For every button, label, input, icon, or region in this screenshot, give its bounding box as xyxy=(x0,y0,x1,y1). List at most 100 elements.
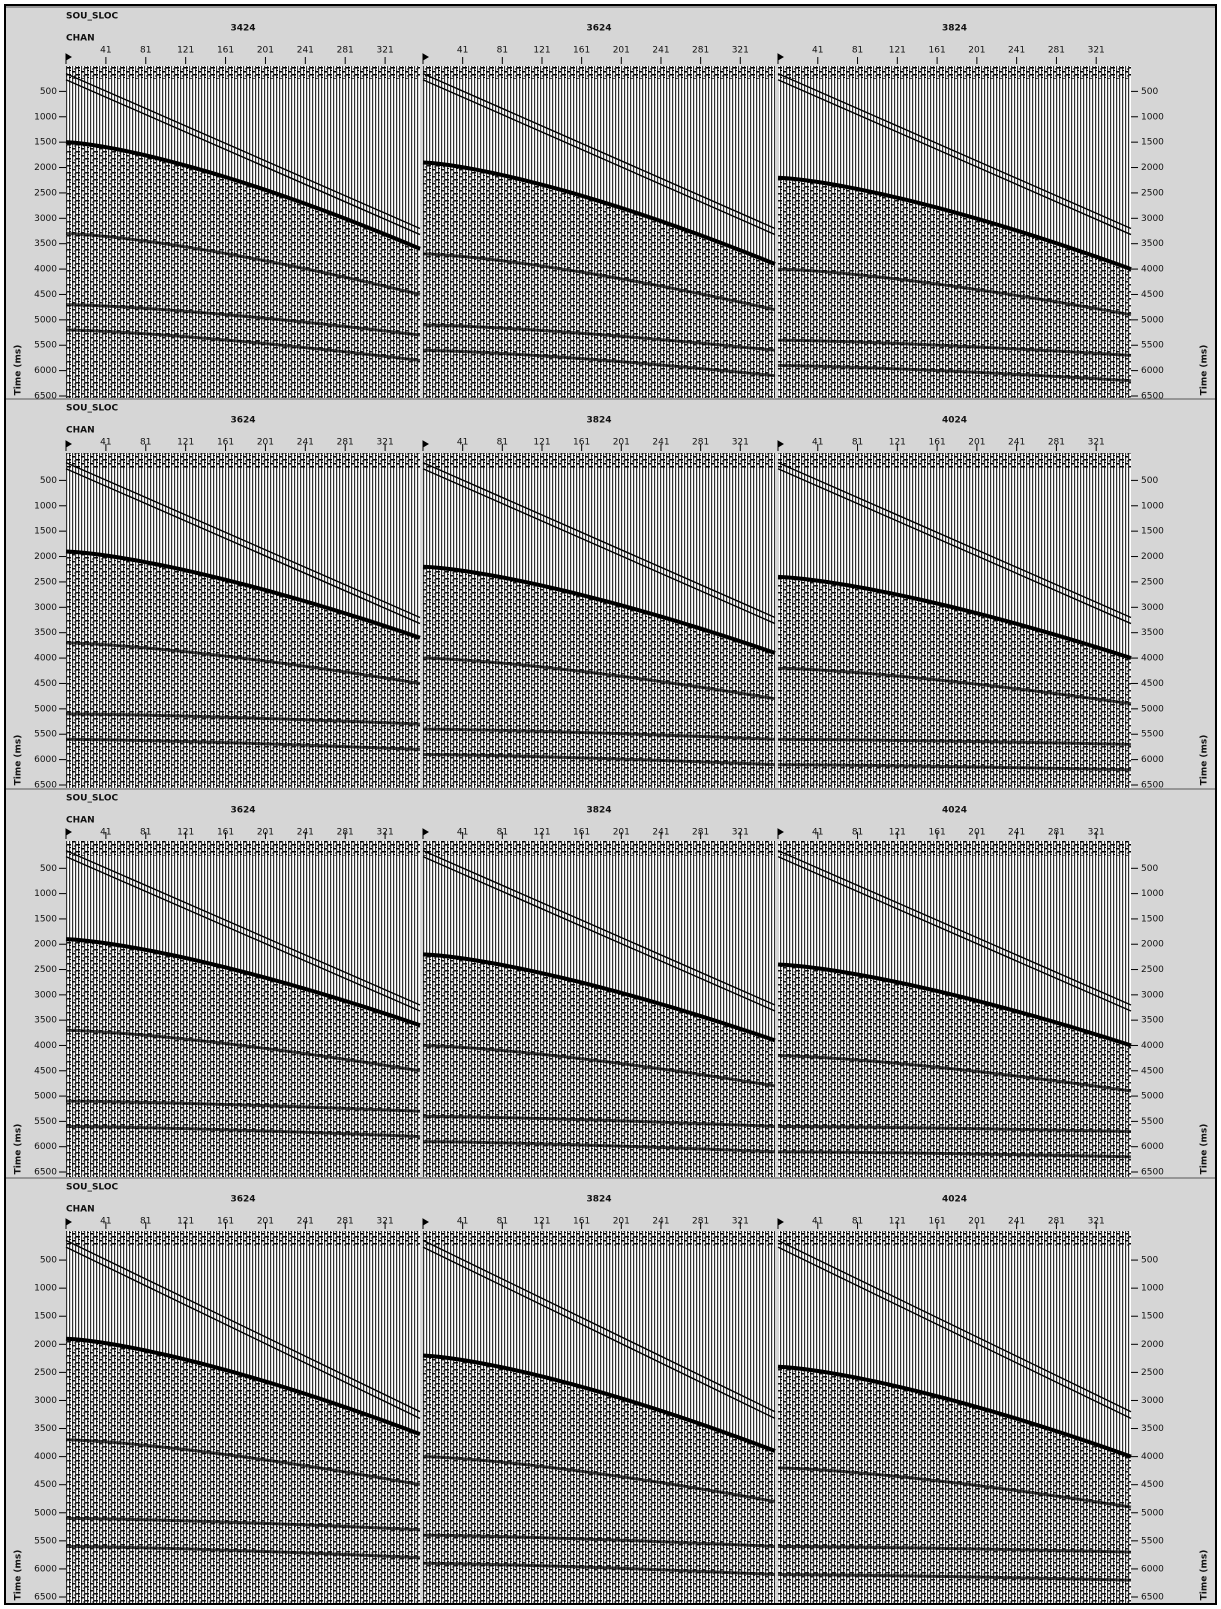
time-tick-label-left: 4000 xyxy=(34,1041,57,1051)
key-label: SOU_SLOC xyxy=(66,1183,118,1193)
time-tick-label-left: 6000 xyxy=(34,1564,57,1574)
channel-tick-label: 161 xyxy=(217,46,234,56)
channel-tick-label: 281 xyxy=(692,46,709,56)
reflection xyxy=(777,338,1132,357)
time-tick-label-right: 5500 xyxy=(1141,1536,1164,1546)
top-noise xyxy=(778,453,1131,468)
reflection-noise xyxy=(423,1355,775,1603)
time-tick-label-left: 1500 xyxy=(34,914,57,924)
time-tick-label-left: 2000 xyxy=(34,940,57,950)
top-noise xyxy=(778,66,1131,79)
channel-tick-label: 41 xyxy=(457,46,468,56)
panel-flag xyxy=(422,828,429,839)
channel-tick-label: 241 xyxy=(652,46,669,56)
panel-flag xyxy=(777,1218,784,1229)
time-tick-label-right: 1500 xyxy=(1141,138,1164,148)
time-tick-label-left: 4500 xyxy=(34,1066,57,1076)
panel-flag xyxy=(422,440,429,451)
source-location: 3824 xyxy=(586,416,611,426)
first-break xyxy=(422,160,776,266)
seismic-panel xyxy=(422,841,776,1177)
time-axis-label-left: Time (ms) xyxy=(14,345,24,396)
channel-tick-label: 281 xyxy=(1048,1217,1065,1227)
channel-tick-label: 41 xyxy=(100,438,111,448)
channel-tick-label: 241 xyxy=(1008,438,1025,448)
reflection-noise xyxy=(66,1338,420,1603)
time-tick-label-right: 2500 xyxy=(1141,1368,1164,1378)
channel-label: CHAN xyxy=(66,1205,95,1215)
reflection xyxy=(65,737,421,751)
direct-wave xyxy=(777,72,1132,230)
time-tick-label-right: 1000 xyxy=(1141,889,1164,899)
time-tick-label-left: 1000 xyxy=(34,889,57,899)
time-tick-label-left: 6000 xyxy=(34,755,57,765)
channel-tick-label: 81 xyxy=(140,46,151,56)
time-tick-label-right: 4500 xyxy=(1141,679,1164,689)
direct-wave xyxy=(777,1246,1132,1420)
first-break xyxy=(422,564,776,655)
channel-tick-label: 281 xyxy=(337,1217,354,1227)
direct-wave xyxy=(777,1239,1132,1413)
time-tick-label-left: 3000 xyxy=(34,1396,57,1406)
channel-tick-label: 321 xyxy=(1088,1217,1105,1227)
top-noise xyxy=(423,453,775,468)
time-tick-label-right: 3500 xyxy=(1141,1016,1164,1026)
time-tick-label-left: 6000 xyxy=(34,1142,57,1152)
source-location: 3624 xyxy=(230,806,255,816)
time-tick-label-right: 500 xyxy=(1141,1256,1158,1266)
time-tick-label-right: 500 xyxy=(1141,87,1158,97)
time-tick-label-left: 6500 xyxy=(34,1168,57,1178)
time-tick-label-left: 1000 xyxy=(34,501,57,511)
seismic-panel xyxy=(65,841,421,1177)
direct-wave xyxy=(65,461,421,619)
channel-tick-label: 201 xyxy=(968,46,985,56)
time-tick-label-right: 6000 xyxy=(1141,366,1164,376)
channel-tick-label: 321 xyxy=(377,438,394,448)
time-axis-label-left: Time (ms) xyxy=(14,1124,24,1175)
channel-tick-label: 121 xyxy=(177,1217,194,1227)
time-tick-label-right: 2500 xyxy=(1141,577,1164,587)
time-tick-label-left: 3000 xyxy=(34,990,57,1000)
reflection xyxy=(422,753,776,767)
reflection-noise xyxy=(778,1366,1131,1603)
reflection xyxy=(777,1573,1132,1582)
time-tick-label-left: 1500 xyxy=(34,527,57,537)
channel-tick-label: 201 xyxy=(257,1217,274,1227)
reflection xyxy=(65,1516,421,1532)
reflection xyxy=(65,232,421,296)
channel-tick-label: 321 xyxy=(1088,438,1105,448)
channel-label: CHAN xyxy=(66,426,95,436)
time-tick-label-left: 5500 xyxy=(34,1117,57,1127)
panel-flag xyxy=(777,828,784,839)
top-noise xyxy=(778,841,1131,856)
channel-tick-label: 321 xyxy=(1088,46,1105,56)
panel-flag xyxy=(777,440,784,451)
channel-tick-label: 81 xyxy=(852,438,863,448)
first-break xyxy=(777,574,1132,660)
direct-wave xyxy=(65,1239,421,1413)
reflection xyxy=(422,727,776,741)
time-tick-label-left: 5000 xyxy=(34,1508,57,1518)
channel-tick-label: 161 xyxy=(573,1217,590,1227)
channel-tick-label: 241 xyxy=(297,438,314,448)
channel-tick-label: 41 xyxy=(812,1217,823,1227)
first-break xyxy=(422,1353,776,1453)
reflection xyxy=(777,1544,1132,1554)
time-tick-label-right: 1000 xyxy=(1141,112,1164,122)
time-tick-label-right: 1500 xyxy=(1141,914,1164,924)
reflection xyxy=(777,364,1132,383)
reflection xyxy=(422,656,776,701)
panel-flag xyxy=(65,1218,72,1229)
channel-label: CHAN xyxy=(66,34,95,44)
time-tick-label-left: 1500 xyxy=(34,1312,57,1322)
source-location: 3824 xyxy=(586,806,611,816)
direct-wave xyxy=(422,79,776,236)
channel-tick-label: 121 xyxy=(177,438,194,448)
time-tick-label-right: 1000 xyxy=(1141,1284,1164,1294)
direct-wave xyxy=(777,468,1132,625)
time-tick-label-left: 1500 xyxy=(34,138,57,148)
time-tick-label-right: 4500 xyxy=(1141,1480,1164,1490)
channel-tick-label: 81 xyxy=(140,438,151,448)
time-tick-label-left: 4000 xyxy=(34,1452,57,1462)
top-noise xyxy=(423,841,775,856)
